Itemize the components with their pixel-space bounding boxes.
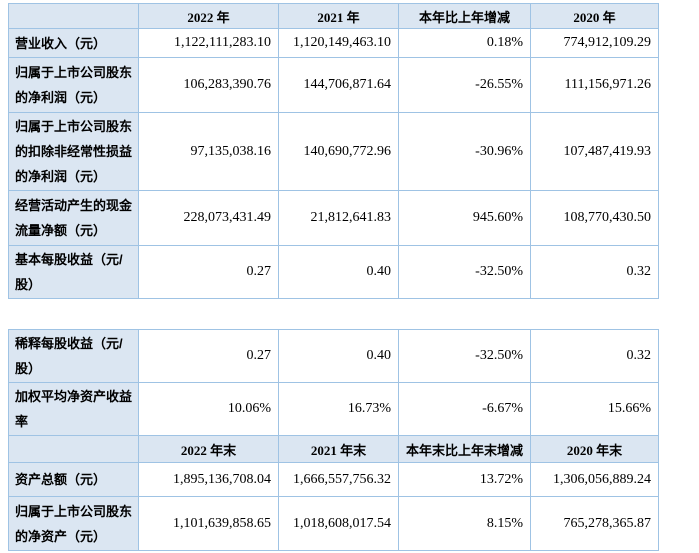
cell-2022-value: 1,895,136,708.04 xyxy=(138,462,279,497)
table1-header-blank xyxy=(8,3,139,29)
row-label: 资产总额（元） xyxy=(8,462,139,497)
key-financials-yearend-table: 稀释每股收益（元/股） 0.27 0.40 -32.50% 0.32 加权平均净… xyxy=(8,329,659,551)
cell-2020-value: 774,912,109.29 xyxy=(530,28,659,58)
cell-yoy-change: 945.60% xyxy=(398,190,531,246)
row-diluted-eps: 稀释每股收益（元/股） 0.27 0.40 -32.50% 0.32 xyxy=(8,329,659,383)
row-weighted-avg-roe: 加权平均净资产收益率 10.06% 16.73% -6.67% 15.66% xyxy=(8,382,659,436)
cell-2021-value: 140,690,772.96 xyxy=(278,112,399,191)
cell-2020-value: 15.66% xyxy=(530,382,659,436)
cell-yoy-change: -26.55% xyxy=(398,57,531,113)
row-basic-eps: 基本每股收益（元/股） 0.27 0.40 -32.50% 0.32 xyxy=(8,245,659,299)
cell-2020-value: 107,487,419.93 xyxy=(530,112,659,191)
row-operating-revenue: 营业收入（元） 1,122,111,283.10 1,120,149,463.1… xyxy=(8,28,659,58)
row-label: 营业收入（元） xyxy=(8,28,139,58)
table1-header-yoy-change: 本年比上年增减 xyxy=(398,3,531,29)
cell-yoy-change: -32.50% xyxy=(398,245,531,299)
cell-2021-value: 1,666,557,756.32 xyxy=(278,462,399,497)
row-label: 稀释每股收益（元/股） xyxy=(8,329,139,383)
table2-header-2020-yearend: 2020 年末 xyxy=(530,435,659,463)
cell-2020-value: 1,306,056,889.24 xyxy=(530,462,659,497)
cell-2022-value: 228,073,431.49 xyxy=(138,190,279,246)
table2-header-2021-yearend: 2021 年末 xyxy=(278,435,399,463)
row-label: 加权平均净资产收益率 xyxy=(8,382,139,436)
cell-2022-value: 97,135,038.16 xyxy=(138,112,279,191)
row-label: 归属于上市公司股东的净利润（元） xyxy=(8,57,139,113)
table2-header-row: 2022 年末 2021 年末 本年末比上年末增减 2020 年末 xyxy=(8,435,659,463)
cell-2022-value: 106,283,390.76 xyxy=(138,57,279,113)
row-label: 经营活动产生的现金流量净额（元） xyxy=(8,190,139,246)
cell-2021-value: 1,018,608,017.54 xyxy=(278,496,399,551)
table1-header-2022: 2022 年 xyxy=(138,3,279,29)
cell-2021-value: 144,706,871.64 xyxy=(278,57,399,113)
table2-header-blank xyxy=(8,435,139,463)
cell-yoy-change: -6.67% xyxy=(398,382,531,436)
table1-header-row: 2022 年 2021 年 本年比上年增减 2020 年 xyxy=(8,3,659,29)
cell-2021-value: 21,812,641.83 xyxy=(278,190,399,246)
table2-header-yearend-change: 本年末比上年末增减 xyxy=(398,435,531,463)
cell-2020-value: 0.32 xyxy=(530,245,659,299)
cell-2022-value: 0.27 xyxy=(138,245,279,299)
cell-2022-value: 1,122,111,283.10 xyxy=(138,28,279,58)
table-gap-divider xyxy=(8,299,699,329)
cell-2020-value: 111,156,971.26 xyxy=(530,57,659,113)
row-label: 归属于上市公司股东的净资产（元） xyxy=(8,496,139,551)
row-operating-cash-flow: 经营活动产生的现金流量净额（元） 228,073,431.49 21,812,6… xyxy=(8,190,659,246)
cell-2021-value: 1,120,149,463.10 xyxy=(278,28,399,58)
cell-2021-value: 0.40 xyxy=(278,329,399,383)
cell-yoy-change: 8.15% xyxy=(398,496,531,551)
row-net-assets-to-shareholders: 归属于上市公司股东的净资产（元） 1,101,639,858.65 1,018,… xyxy=(8,496,659,551)
row-total-assets: 资产总额（元） 1,895,136,708.04 1,666,557,756.3… xyxy=(8,462,659,497)
key-financials-yearly-table: 2022 年 2021 年 本年比上年增减 2020 年 营业收入（元） 1,1… xyxy=(8,3,659,299)
cell-2020-value: 765,278,365.87 xyxy=(530,496,659,551)
cell-yoy-change: 0.18% xyxy=(398,28,531,58)
row-net-profit-excl-nonrecurring: 归属于上市公司股东的扣除非经常性损益的净利润（元） 97,135,038.16 … xyxy=(8,112,659,191)
cell-2021-value: 0.40 xyxy=(278,245,399,299)
cell-2020-value: 108,770,430.50 xyxy=(530,190,659,246)
table1-header-2021: 2021 年 xyxy=(278,3,399,29)
table2-header-2022-yearend: 2022 年末 xyxy=(138,435,279,463)
row-net-profit-to-shareholders: 归属于上市公司股东的净利润（元） 106,283,390.76 144,706,… xyxy=(8,57,659,113)
cell-2021-value: 16.73% xyxy=(278,382,399,436)
cell-2022-value: 1,101,639,858.65 xyxy=(138,496,279,551)
cell-2020-value: 0.32 xyxy=(530,329,659,383)
cell-yoy-change: -30.96% xyxy=(398,112,531,191)
row-label: 基本每股收益（元/股） xyxy=(8,245,139,299)
cell-yoy-change: -32.50% xyxy=(398,329,531,383)
row-label: 归属于上市公司股东的扣除非经常性损益的净利润（元） xyxy=(8,112,139,191)
cell-yoy-change: 13.72% xyxy=(398,462,531,497)
cell-2022-value: 10.06% xyxy=(138,382,279,436)
cell-2022-value: 0.27 xyxy=(138,329,279,383)
table1-header-2020: 2020 年 xyxy=(530,3,659,29)
